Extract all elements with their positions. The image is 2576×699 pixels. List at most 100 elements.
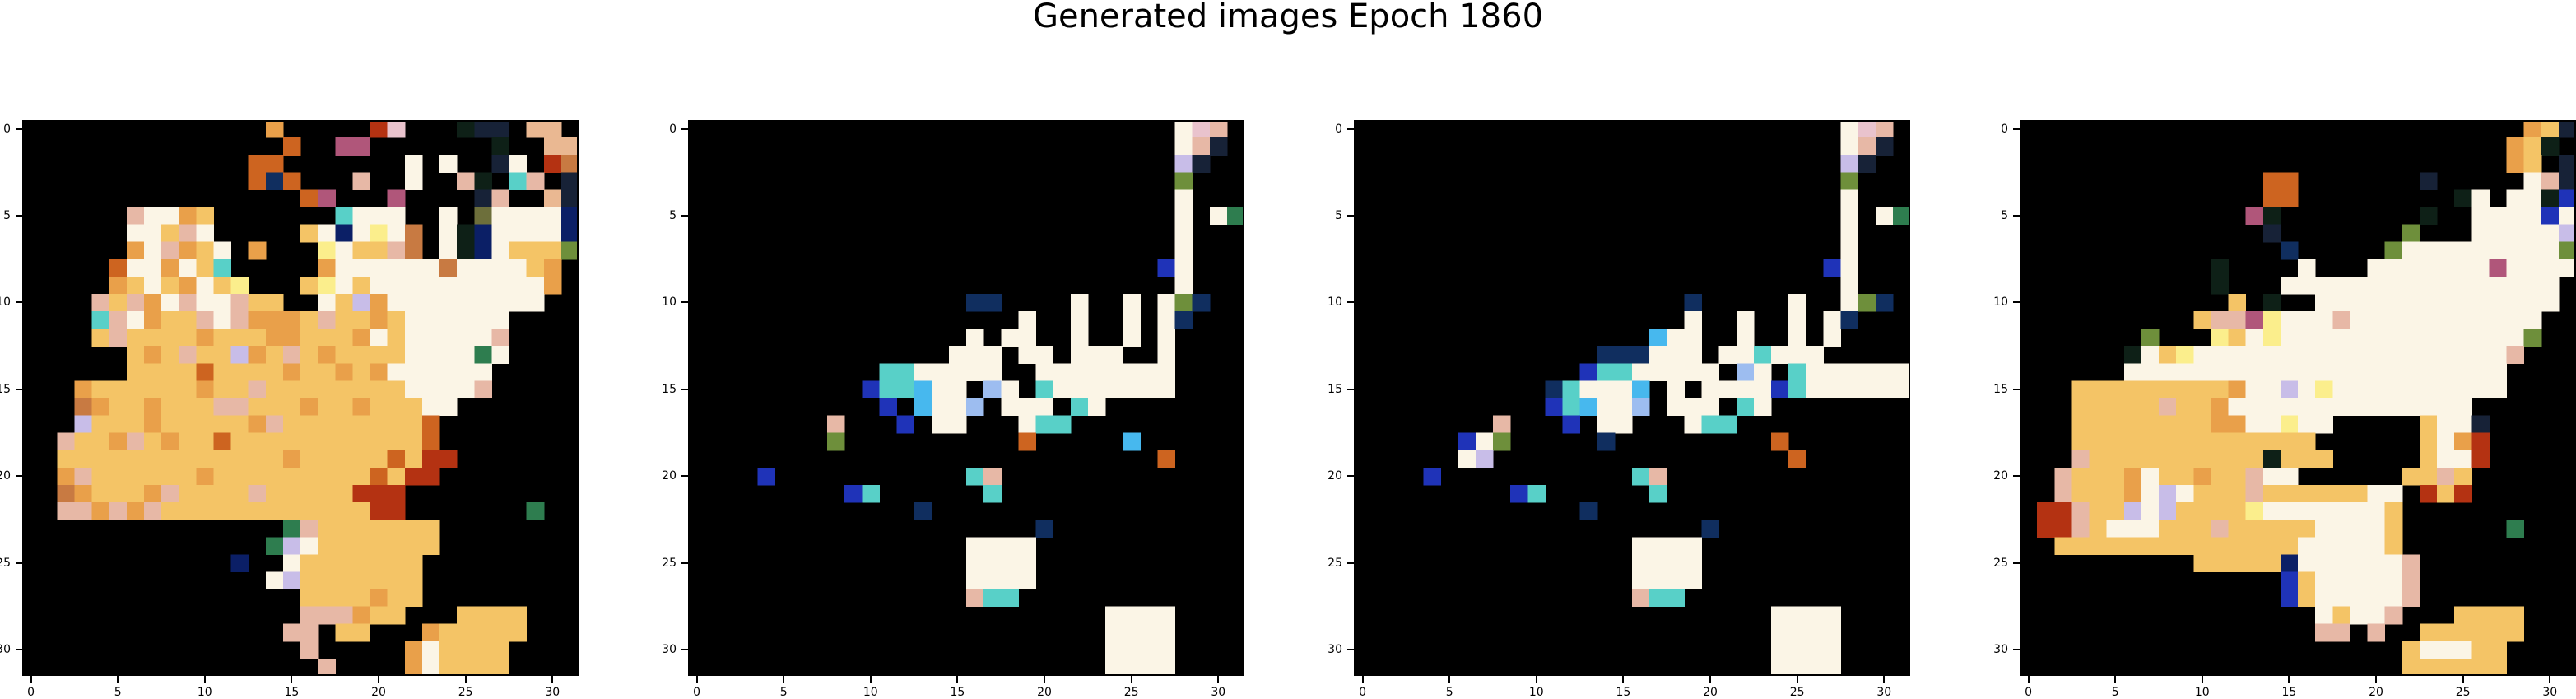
pixel-cell — [2419, 276, 2438, 295]
pixel-cell — [2367, 380, 2386, 399]
pixel-cell — [161, 380, 179, 399]
pixel-cell — [2523, 241, 2542, 260]
pixel-cell — [1771, 623, 1789, 642]
pixel-cell — [2506, 520, 2525, 538]
pixel-cell — [265, 380, 284, 399]
pixel-cell — [248, 155, 267, 173]
pixel-cell — [2419, 380, 2438, 399]
pixel-cell — [143, 276, 162, 295]
pixel-cell — [2106, 484, 2125, 503]
pixel-cell — [1788, 606, 1806, 625]
pixel-cell — [370, 276, 388, 295]
pixel-cell — [862, 380, 880, 399]
pixel-cell — [213, 293, 232, 312]
pixel-cell — [2159, 363, 2177, 381]
pixel-cell — [230, 276, 249, 295]
pixel-cell — [421, 623, 440, 642]
y-tick — [1347, 388, 1354, 390]
y-tick — [1347, 649, 1354, 651]
y-tick-label: 25 — [1328, 556, 1342, 570]
pixel-cell — [948, 380, 967, 399]
pixel-cell — [2262, 189, 2281, 208]
pixel-cell — [1684, 293, 1703, 312]
pixel-cell — [2419, 207, 2438, 226]
pixel-cell — [2228, 450, 2247, 468]
pixel-cell — [387, 241, 406, 260]
pixel-cell — [196, 329, 214, 347]
pixel-cell — [143, 346, 162, 364]
pixel-cell — [387, 311, 406, 329]
pixel-cell — [2489, 658, 2508, 676]
pixel-cell — [2437, 623, 2455, 642]
pixel-cell — [196, 450, 214, 468]
pixel-cell — [300, 189, 319, 208]
pixel-cell — [161, 276, 179, 295]
pixel-cell — [2262, 450, 2281, 468]
pixel-cell — [352, 484, 371, 503]
pixel-cell — [352, 606, 371, 625]
pixel-cell — [457, 606, 475, 625]
pixel-cell — [1823, 380, 1842, 399]
pixel-cell — [1597, 380, 1616, 399]
pixel-cell — [2315, 363, 2333, 381]
pixel-cell — [966, 329, 984, 347]
pixel-cell — [2228, 484, 2247, 503]
pixel-cell — [491, 120, 510, 138]
pixel-cell — [2262, 172, 2281, 190]
pixel-cell — [2419, 363, 2438, 381]
pixel-cell — [526, 172, 545, 190]
pixel-cell — [1105, 606, 1123, 625]
pixel-cell — [1123, 329, 1141, 347]
pixel-cell — [474, 346, 492, 364]
pixel-cell — [2367, 589, 2386, 608]
pixel-cell — [2123, 380, 2142, 399]
pixel-cell — [2402, 398, 2420, 417]
pixel-cell — [2262, 380, 2281, 399]
pixel-cell — [2211, 450, 2230, 468]
pixel-cell — [2211, 311, 2230, 329]
pixel-cell — [2384, 398, 2403, 417]
pixel-cell — [404, 641, 423, 659]
pixel-cell — [2315, 537, 2333, 555]
pixel-cell — [2506, 623, 2525, 642]
pixel-cell — [1667, 571, 1685, 590]
pixel-cell — [1806, 380, 1824, 399]
pixel-cell — [526, 120, 545, 138]
pixel-cell — [2176, 380, 2194, 399]
pixel-cell — [2402, 380, 2420, 399]
pixel-cell — [109, 329, 128, 347]
pixel-cell — [1545, 380, 1564, 399]
pixel-cell — [2245, 329, 2264, 347]
pixel-cell — [2315, 346, 2333, 364]
pixel-cell — [2298, 346, 2316, 364]
pixel-cell — [91, 450, 110, 468]
pixel-cell — [2419, 172, 2438, 190]
pixel-cell — [318, 293, 336, 312]
pixel-cell — [2332, 293, 2350, 312]
x-tick-label: 30 — [545, 686, 560, 699]
pixel-cell — [966, 589, 984, 608]
pixel-cell — [1070, 346, 1089, 364]
pixel-cell — [161, 467, 179, 486]
pixel-cell — [1140, 380, 1158, 399]
pixel-cell — [335, 554, 353, 573]
pixel-cell — [213, 502, 232, 520]
pixel-cell — [318, 554, 336, 573]
pixel-cell — [439, 329, 458, 347]
pixel-cell — [2471, 658, 2490, 676]
pixel-cell — [1771, 658, 1789, 676]
pixel-cell — [1070, 329, 1089, 347]
pixel-cell — [1718, 346, 1737, 364]
pixel-cell — [1053, 415, 1072, 434]
pixel-cell — [1053, 380, 1072, 399]
pixel-cell — [1649, 329, 1667, 347]
pixel-cell — [2332, 329, 2350, 347]
pixel-cell — [404, 398, 423, 417]
pixel-cell — [2228, 520, 2247, 538]
pixel-cell — [265, 120, 284, 138]
pixel-cell — [1105, 363, 1123, 381]
y-tick — [2013, 215, 2020, 217]
pixel-cell — [1157, 380, 1176, 399]
pixel-cell — [2159, 346, 2177, 364]
pixel-cell — [370, 589, 388, 608]
